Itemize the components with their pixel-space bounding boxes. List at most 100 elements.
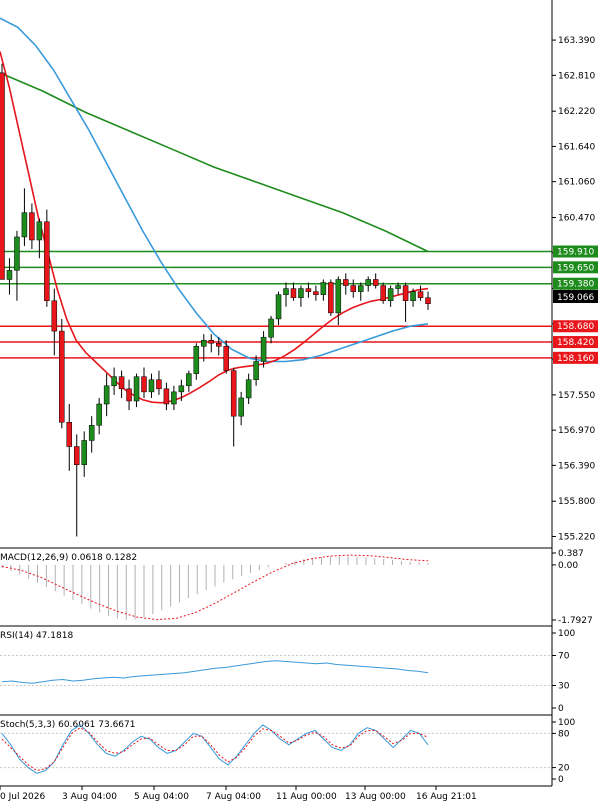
level-tag: [553, 351, 598, 364]
price-tick-label: 162.810: [558, 71, 595, 81]
rsi-axis: 100 70 30 0: [552, 629, 575, 714]
candle-body: [103, 385, 110, 405]
time-tick-label: 16 Aug 21:01: [416, 792, 477, 802]
stoch-lines: [1, 724, 429, 774]
time-axis: 0 Jul 2026 3 Aug 04:00 5 Aug 04:00 7 Aug 04…: [0, 786, 477, 802]
level-tag-label: 158.680: [557, 322, 594, 332]
candle-body: [425, 297, 431, 305]
candle-body: [73, 446, 80, 466]
candle-body: [402, 285, 409, 301]
price-tick-label: 161.060: [558, 178, 595, 188]
rsi-tick-label: 70: [558, 652, 570, 662]
candle-body: [59, 330, 65, 423]
candle-body: [313, 291, 319, 295]
candle-body: [186, 373, 192, 387]
candle-body: [343, 279, 349, 286]
stoch-k-line: [1, 724, 429, 774]
candles: [0, 63, 431, 537]
level-tag: [553, 245, 598, 258]
candle-body: [305, 288, 312, 292]
level-tag: [553, 277, 598, 290]
candle-body: [238, 397, 244, 417]
price-tick-label: 156.970: [558, 426, 595, 436]
candle-body: [387, 288, 394, 301]
stoch-label: Stoch(5,3,3) 60.6061 73.6671: [0, 720, 135, 730]
candle-body: [126, 388, 132, 402]
level-tag: [553, 336, 598, 349]
price-tick-label: 163.390: [558, 36, 595, 46]
price-tick-label: 161.640: [558, 142, 595, 152]
candle-body: [156, 379, 162, 390]
candle-body: [328, 282, 334, 314]
candle-body: [245, 379, 252, 399]
macd-panel[interactable]: MACD(12,26,9) 0.0618 0.1282 0.387 0.00 -1.…: [0, 547, 593, 626]
current-price-label: 159.066: [557, 293, 594, 303]
candle-body: [290, 288, 297, 298]
macd-tick-label: -1.7927: [558, 616, 593, 626]
candle-body: [230, 370, 237, 417]
time-tick-label: 11 Aug 00:00: [276, 792, 337, 802]
candle-body: [395, 285, 401, 289]
stoch-levels: [0, 732, 552, 769]
time-tick-label: 3 Aug 04:00: [62, 792, 117, 802]
candle-body: [141, 376, 147, 393]
macd-signal-path: [1, 554, 429, 621]
stoch-tick-label: 0: [558, 775, 564, 785]
candle-body: [417, 291, 424, 298]
price-level-tags: 159.910 159.650 159.380 158.680 158.420 158.1…: [553, 245, 598, 364]
candle-body: [178, 385, 185, 393]
macd-axis: 0.387 0.00 -1.7927: [552, 549, 593, 626]
candle-body: [208, 339, 215, 344]
rsi-label: RSI(14) 47.1818: [0, 631, 73, 641]
candle-body: [410, 291, 416, 301]
level-tag-label: 159.910: [557, 248, 594, 258]
price-panel[interactable]: 163.390 162.810 162.220 161.640 161.060 160.4…: [0, 0, 598, 548]
candle-body: [111, 376, 117, 387]
candle-body: [21, 212, 28, 238]
candle-body: [357, 285, 364, 292]
candle-body: [365, 279, 371, 286]
level-tag-label: 158.420: [557, 338, 594, 348]
candle-body: [51, 300, 58, 332]
candle-body: [0, 72, 5, 280]
candle-body: [223, 346, 229, 371]
time-tick-label: 5 Aug 04:00: [134, 792, 189, 802]
rsi-panel[interactable]: RSI(14) 47.1818 100 70 30 0: [0, 625, 575, 715]
rsi-tick-label: 0: [558, 704, 564, 714]
stoch-tick-label: 80: [558, 729, 570, 739]
candle-body: [268, 318, 274, 338]
price-tick-label: 155.800: [558, 497, 595, 507]
macd-label: MACD(12,26,9) 0.0618 0.1282: [0, 553, 137, 563]
candle-body: [201, 339, 207, 347]
price-tick-label: 155.220: [558, 532, 595, 542]
time-tick-label: 7 Aug 04:00: [206, 792, 261, 802]
candle-body: [372, 279, 379, 286]
price-tick-label: 156.390: [558, 461, 595, 471]
macd-tick-label: 0.00: [558, 561, 578, 571]
candle-body: [148, 379, 155, 393]
candle-body: [171, 391, 177, 405]
candle-body: [96, 403, 102, 426]
rsi-line: [1, 660, 429, 684]
ma-red-line: [0, 51, 429, 404]
rsi-tick-label: 30: [558, 682, 570, 692]
candle-body: [118, 376, 125, 390]
candle-body: [298, 288, 304, 298]
candle-body: [350, 285, 357, 292]
candle-body: [29, 212, 35, 241]
ma-green-line: [0, 72, 429, 253]
candle-body: [36, 221, 43, 241]
candle-body: [163, 388, 170, 405]
candle-body: [253, 361, 259, 380]
level-tag: [553, 320, 598, 333]
ma-blue-line: [0, 17, 429, 363]
rsi-path: [1, 660, 429, 684]
level-tag-label: 159.650: [557, 263, 594, 273]
time-tick-label: 0 Jul 2026: [0, 792, 45, 802]
stoch-tick-label: 20: [558, 764, 570, 774]
price-tick-label: 162.220: [558, 107, 595, 117]
candle-body: [66, 421, 73, 447]
